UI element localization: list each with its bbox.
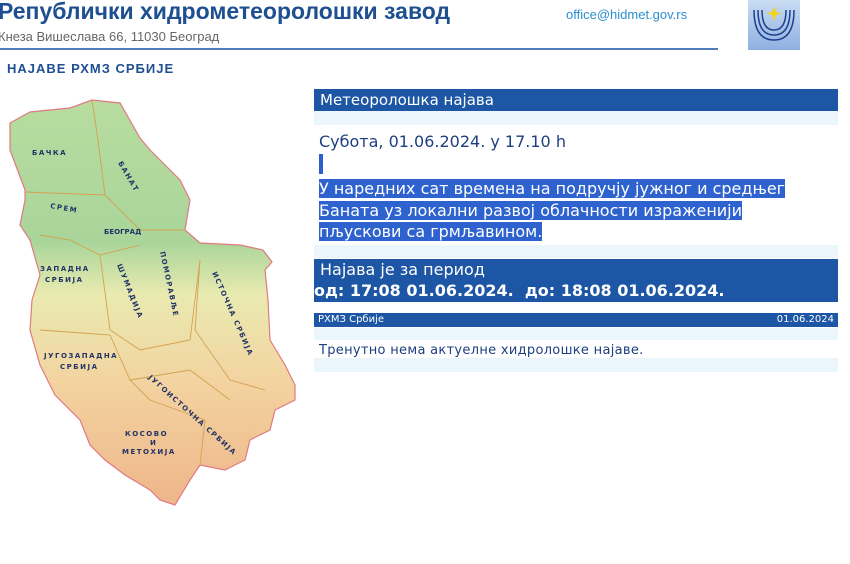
spacer-row: [314, 328, 838, 340]
site-title[interactable]: Републички хидрометеоролошки завод: [0, 0, 451, 24]
forecast-message: У наредних сат времена на подручју јужно…: [319, 178, 834, 243]
period-heading: Најава је за период: [320, 260, 485, 279]
source-label: РХМЗ Србије: [318, 314, 385, 325]
region-jugozapadna[interactable]: ЈУГОЗАПАДНА: [43, 352, 118, 360]
hydro-message: Тренутно нема актуелне хидролошке најаве…: [319, 343, 644, 358]
region-zapadna-srbija[interactable]: СРБИЈА: [45, 276, 83, 284]
region-kosovo-i[interactable]: И: [150, 439, 157, 447]
map-outline: [9, 99, 296, 506]
region-kosovo[interactable]: КОСОВО: [125, 430, 168, 438]
section-title: НАЈАВЕ РХМЗ СРБИЈЕ: [7, 61, 175, 76]
region-beograd[interactable]: БЕОГРАД: [104, 228, 141, 236]
text-selection-caret: [319, 154, 323, 174]
region-borders: [24, 99, 266, 466]
period-range: од: 17:08 01.06.2024. до: 18:08 01.06.20…: [314, 281, 725, 300]
forecast-date: Субота, 01.06.2024. у 17.10 h: [319, 132, 566, 151]
header-divider: [0, 48, 718, 50]
spacer-row: [314, 245, 838, 258]
source-date: 01.06.2024: [776, 314, 834, 325]
period-box: Најава је за период од: 17:08 01.06.2024…: [314, 259, 838, 302]
spacer-row: [314, 358, 838, 372]
meteo-heading: Метеоролошка најава: [314, 89, 838, 111]
logo[interactable]: [748, 0, 800, 50]
spacer-row: [314, 111, 838, 125]
region-jugozapadna-srbija[interactable]: СРБИЈА: [60, 363, 98, 371]
logo-waves-icon: [753, 6, 795, 41]
message-line: Баната уз локални развој облачности изра…: [319, 200, 743, 220]
region-backa[interactable]: БАЧКА: [32, 149, 67, 157]
email-link[interactable]: office@hidmet.gov.rs: [566, 7, 688, 22]
address: Кнеза Вишеслава 66, 11030 Београд: [0, 29, 220, 44]
serbia-regions-map[interactable]: БАЧКА БАНАТ СРЕМ БЕОГРАД ЗАПАДНА СРБИЈА …: [0, 95, 300, 515]
message-line: пљускови са грмљавином.: [319, 222, 543, 241]
message-line: У наредних сат времена на подручју јужно…: [319, 179, 786, 198]
source-bar: РХМЗ Србије 01.06.2024: [314, 313, 838, 327]
region-zapadna[interactable]: ЗАПАДНА: [40, 265, 90, 273]
region-metohija[interactable]: МЕТОХИЈА: [122, 448, 176, 456]
